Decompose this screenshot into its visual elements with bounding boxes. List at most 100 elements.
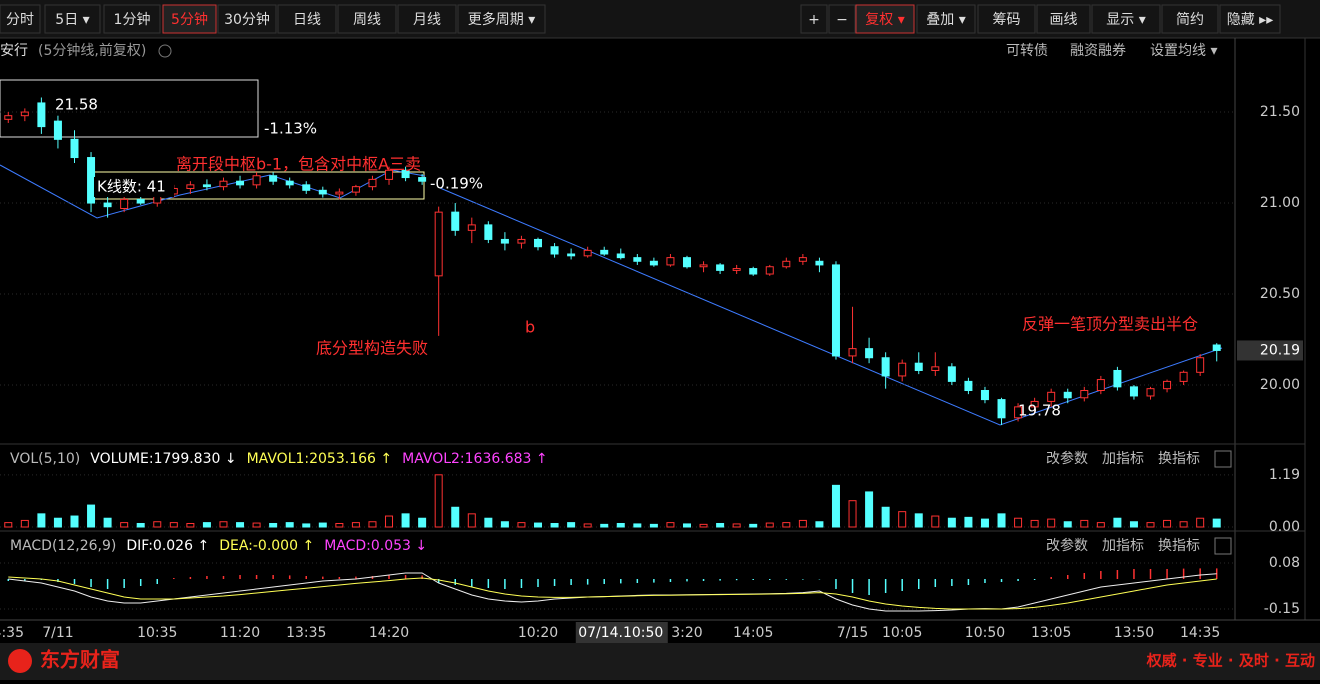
tool-label[interactable]: 叠加 ▾ — [926, 12, 965, 28]
tab[interactable] — [277, 4, 337, 34]
gear-icon[interactable] — [158, 44, 172, 58]
candle-body — [1146, 388, 1155, 397]
tool-button[interactable] — [977, 4, 1036, 34]
tab-label[interactable]: 更多周期 ▾ — [468, 11, 535, 28]
tab-label[interactable]: 1分钟 — [114, 11, 151, 28]
volume-bar — [798, 519, 807, 528]
volume-bar — [70, 515, 79, 528]
tab[interactable] — [337, 4, 397, 34]
volume-bar — [169, 522, 178, 528]
price-marker — [1237, 340, 1303, 361]
x-tick-label: 3:20 — [671, 625, 702, 641]
candle-body — [318, 189, 327, 195]
tab[interactable] — [162, 4, 217, 34]
candle-body — [1096, 379, 1105, 391]
candle-body — [87, 157, 96, 204]
tab[interactable] — [0, 4, 41, 34]
candle-body — [20, 111, 29, 117]
tab-label[interactable]: 5分钟 — [171, 11, 208, 28]
candle-body — [1047, 391, 1056, 402]
candle-body — [633, 257, 642, 262]
candle-body — [53, 120, 62, 140]
logo-icon — [8, 649, 32, 673]
indicator-button[interactable]: 加指标 — [1102, 538, 1144, 554]
tab[interactable] — [457, 4, 546, 34]
legend-entry: DIF:0.026 ↑ — [126, 538, 209, 554]
tool-button[interactable] — [916, 4, 976, 34]
tab-label[interactable]: 日线 — [293, 12, 321, 28]
y-tick-label: 21.50 — [1260, 104, 1300, 120]
volume-bar — [269, 522, 278, 528]
indicator-button[interactable]: 换指标 — [1158, 537, 1200, 554]
tool-button[interactable] — [1219, 4, 1281, 34]
candle-body — [1113, 369, 1122, 388]
tab[interactable] — [44, 4, 101, 34]
volume-bar — [1129, 521, 1138, 528]
tab[interactable] — [397, 4, 457, 34]
tab[interactable] — [217, 4, 277, 34]
tool-button[interactable] — [855, 4, 915, 34]
candle-body — [765, 266, 774, 275]
low-label: 19.78 — [1018, 402, 1061, 420]
tab-label[interactable]: 分时 — [6, 12, 34, 28]
volume-bar — [583, 523, 592, 528]
legend-entry: MAVOL2:1636.683 ↑ — [402, 451, 548, 467]
cursor-label: 07/14.10:50 — [578, 625, 663, 641]
volume-bar — [765, 522, 774, 528]
candle-body — [616, 253, 625, 259]
info-link[interactable]: 设置均线 ▾ — [1150, 43, 1217, 59]
footer — [0, 643, 1320, 680]
tool-button[interactable] — [828, 4, 856, 34]
close-button[interactable] — [1214, 450, 1232, 468]
volume-bar — [1146, 522, 1155, 528]
tool-button[interactable] — [800, 4, 828, 34]
candle-body — [219, 180, 228, 188]
range-box — [0, 79, 259, 138]
candle-body — [1196, 357, 1205, 373]
tab[interactable] — [103, 4, 161, 34]
info-link[interactable]: 可转债 — [1006, 43, 1048, 59]
volume-bar — [500, 521, 509, 528]
y-tick-label: 21.00 — [1260, 195, 1300, 211]
indicator-button[interactable]: 加指标 — [1102, 451, 1144, 467]
tab-label[interactable]: 月线 — [413, 12, 441, 28]
annotation: 离开段中枢b-1，包含对中枢A三卖 — [176, 155, 421, 174]
indicator-button[interactable]: 换指标 — [1158, 450, 1200, 467]
tool-label[interactable]: 筹码 — [993, 11, 1021, 28]
tool-label[interactable]: 简约 — [1176, 11, 1204, 28]
x-tick-label: 10:20 — [518, 625, 558, 641]
tool-button[interactable] — [1161, 4, 1219, 34]
close-button[interactable] — [1214, 537, 1232, 555]
volume-bar — [1179, 521, 1188, 528]
volume-bar — [153, 521, 162, 528]
volume-bar — [285, 522, 294, 528]
tool-label[interactable]: 画线 — [1050, 12, 1078, 28]
y-tick-label: 20.00 — [1260, 377, 1300, 393]
tool-label[interactable]: − — [836, 12, 848, 28]
volume-bar — [633, 523, 642, 528]
info-link[interactable]: 融资融券 — [1070, 43, 1126, 59]
volume-bar — [451, 506, 460, 528]
tool-label[interactable]: 复权 ▾ — [865, 11, 904, 28]
candle-body — [385, 169, 394, 180]
volume-bar — [881, 506, 890, 528]
indicator-button[interactable]: 改参数 — [1046, 537, 1088, 554]
tool-label[interactable]: 隐藏 ▸▸ — [1227, 12, 1274, 28]
tool-label[interactable]: 显示 ▾ — [1106, 12, 1145, 28]
tab-label[interactable]: 5日 ▾ — [55, 12, 89, 28]
volume-bar — [1080, 519, 1089, 528]
tab-label[interactable]: 周线 — [353, 12, 381, 28]
volume-bar — [682, 523, 691, 528]
candle-body — [749, 268, 758, 275]
x-tick-label: 7/11 — [42, 625, 73, 641]
tool-button[interactable] — [1091, 4, 1161, 34]
tool-label[interactable]: + — [808, 12, 820, 28]
candle-body — [1080, 389, 1089, 399]
x-tick-label: 10:50 — [965, 625, 1005, 641]
volume-bar — [1047, 518, 1056, 528]
tool-button[interactable] — [1036, 4, 1091, 34]
indicator-button[interactable]: 改参数 — [1046, 450, 1088, 467]
tab-label[interactable]: 30分钟 — [224, 11, 270, 28]
volume-bar — [484, 517, 493, 528]
candle-body — [302, 184, 311, 191]
